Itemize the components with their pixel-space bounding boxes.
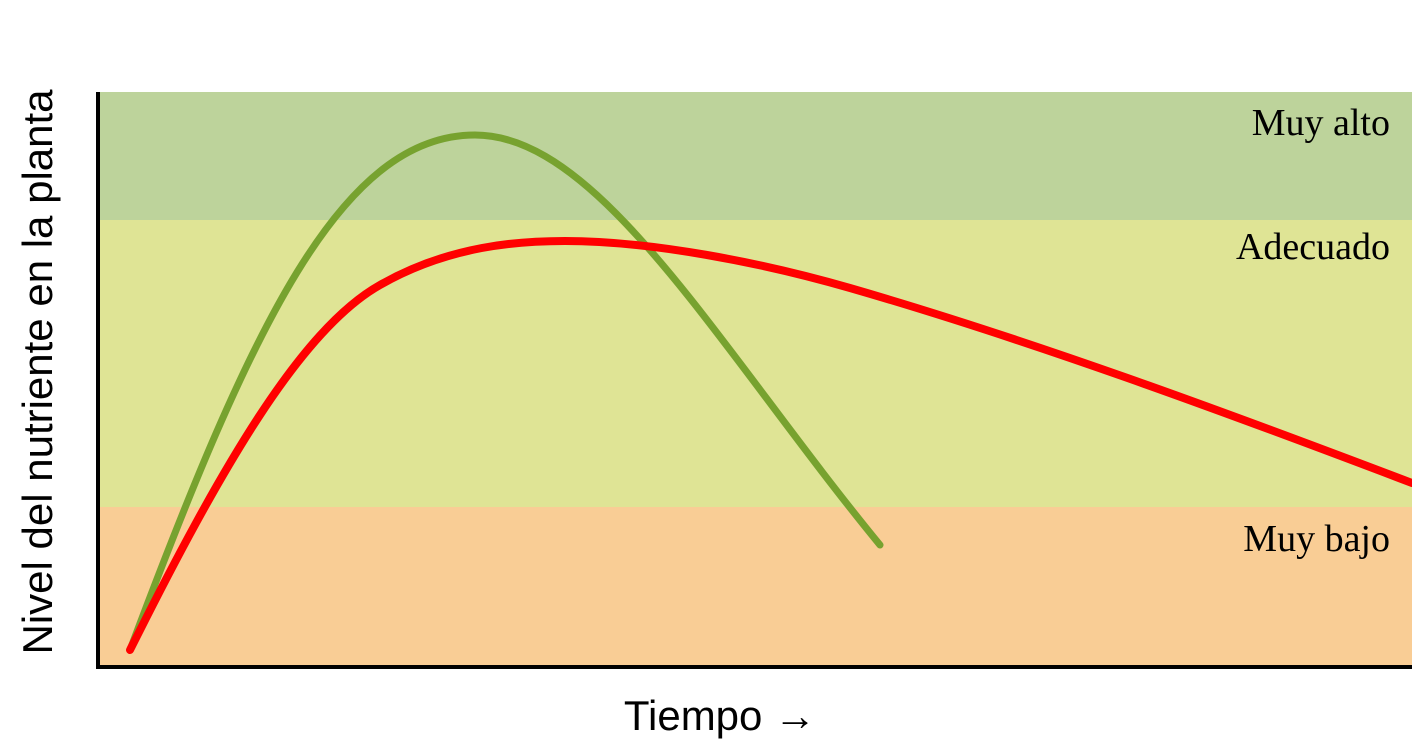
zone-label: Adecuado xyxy=(1236,226,1390,268)
red-curve xyxy=(126,236,1412,654)
x-axis-label: Tiempo → xyxy=(624,692,816,739)
green-curve xyxy=(126,131,884,654)
zone-very-low xyxy=(100,507,1412,665)
zone-label: Muy alto xyxy=(1252,102,1390,144)
zone-label: Muy bajo xyxy=(1243,518,1390,560)
zone-very-high xyxy=(100,92,1412,220)
y-axis-label: Nivel del nutriente en la planta xyxy=(14,89,61,655)
